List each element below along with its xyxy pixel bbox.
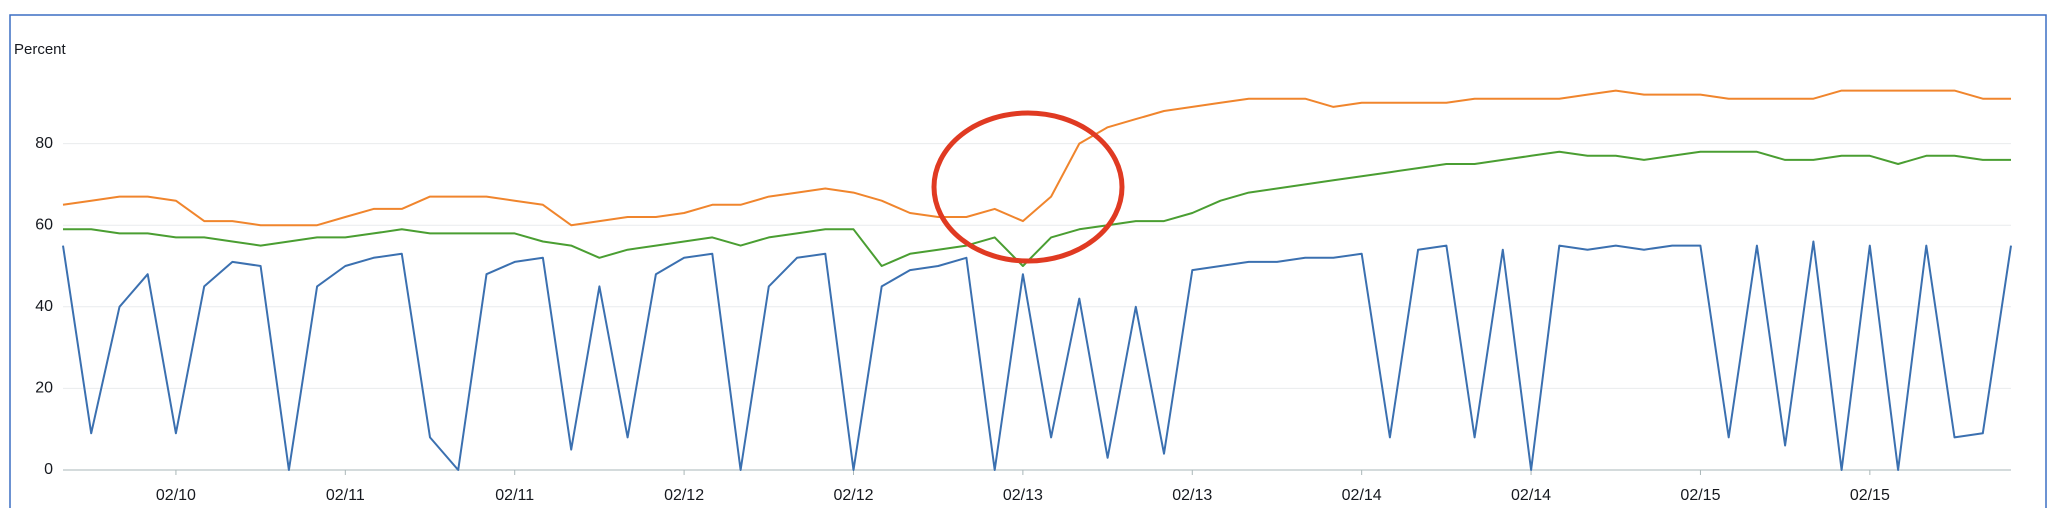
x-tick-label: 02/13 bbox=[1172, 487, 1212, 504]
series-line bbox=[62, 240, 2012, 471]
x-tick-label: 02/10 bbox=[156, 487, 196, 504]
x-tick-label: 02/12 bbox=[664, 487, 704, 504]
y-axis-label: Percent bbox=[14, 41, 67, 58]
y-tick-label: 40 bbox=[35, 298, 53, 315]
x-tick-label: 02/13 bbox=[1003, 487, 1043, 504]
x-tick-label: 02/12 bbox=[833, 487, 873, 504]
y-tick-label: 20 bbox=[35, 380, 53, 397]
x-tick-label: 02/11 bbox=[326, 487, 365, 504]
y-tick-label: 80 bbox=[35, 135, 53, 152]
series-line bbox=[63, 150, 2011, 267]
x-tick-label: 02/14 bbox=[1342, 487, 1382, 504]
panel-border bbox=[9, 14, 2047, 513]
y-tick-label: 0 bbox=[44, 461, 53, 478]
x-tick-label: 02/15 bbox=[1850, 487, 1890, 504]
x-tick-label: 02/11 bbox=[495, 487, 534, 504]
series-line bbox=[62, 89, 2011, 227]
x-tick-label: 02/15 bbox=[1680, 487, 1720, 504]
y-tick-label: 60 bbox=[35, 216, 53, 233]
highlight-circle bbox=[931, 110, 1125, 264]
x-tick-label: 02/14 bbox=[1511, 487, 1551, 504]
